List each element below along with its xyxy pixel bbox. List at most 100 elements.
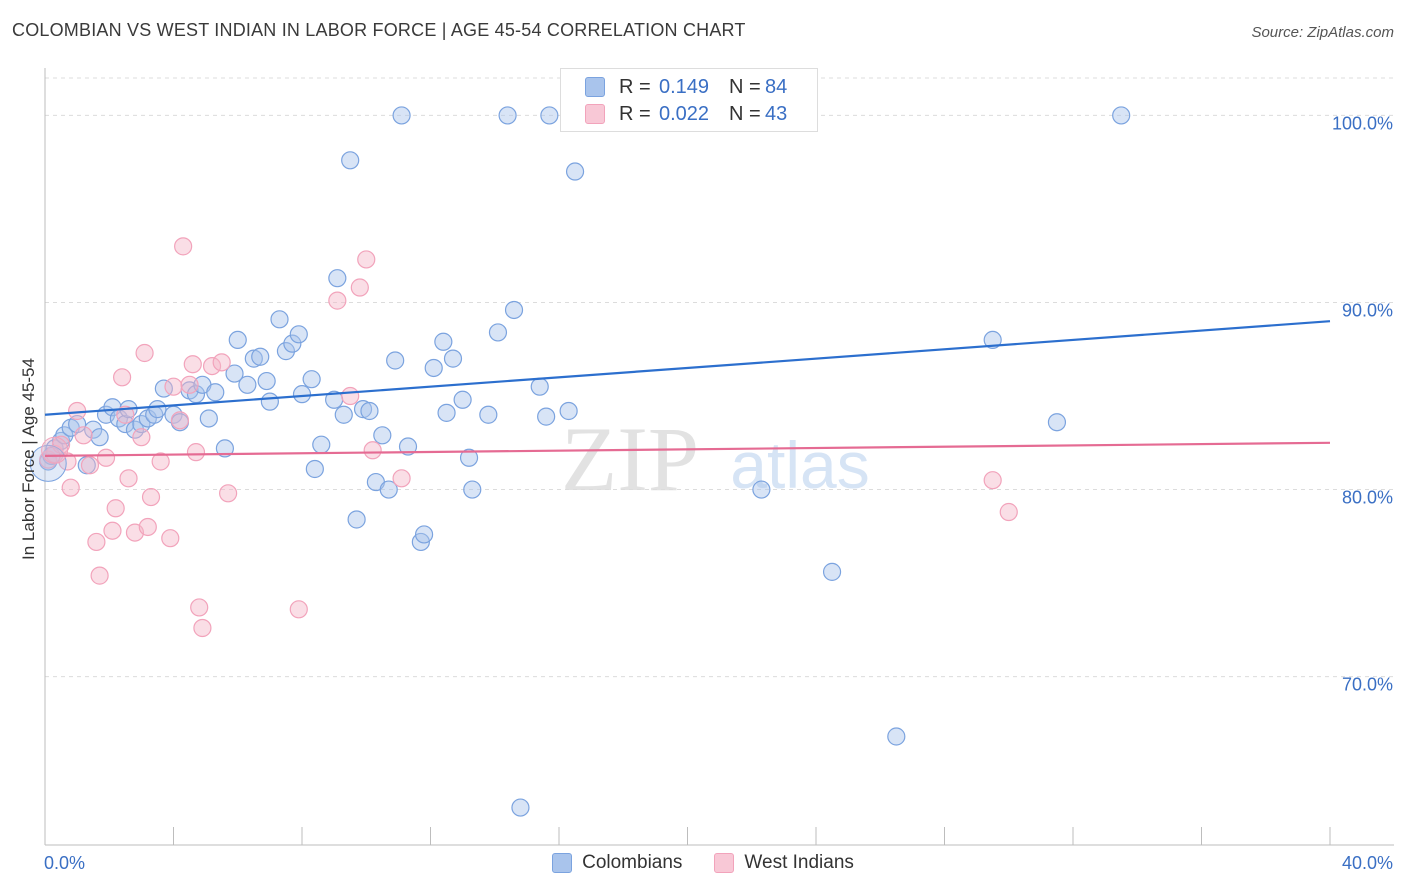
point-colombians [540, 106, 559, 125]
point-colombians [453, 390, 472, 409]
point-colombians [360, 401, 379, 421]
point-colombians [90, 428, 109, 447]
legend-n-label: N = [729, 102, 761, 125]
point-colombians [206, 383, 225, 402]
point-colombians [199, 409, 218, 428]
legend-r-label: R = [619, 75, 651, 98]
legend-row-west-indians: R = 0.022 N = 43 [585, 100, 787, 128]
point-west-indians [170, 411, 190, 430]
point-colombians [225, 364, 244, 383]
legend-swatch-west-indians [714, 853, 735, 873]
point-west-indians [74, 426, 93, 445]
point-colombians [29, 444, 67, 482]
point-west-indians [350, 278, 369, 297]
point-colombians [1047, 413, 1067, 432]
point-west-indians [96, 448, 116, 467]
point-west-indians [328, 291, 347, 310]
point-west-indians [190, 598, 209, 617]
point-west-indians [202, 356, 222, 376]
legend-n-value: 84 [765, 75, 788, 98]
point-colombians [983, 330, 1002, 350]
point-colombians [498, 106, 517, 125]
point-west-indians [119, 469, 138, 488]
point-west-indians [80, 456, 100, 475]
point-colombians [302, 370, 321, 389]
watermark-atlas: atlas [730, 428, 869, 502]
point-colombians [488, 323, 508, 342]
point-colombians [270, 310, 289, 329]
legend-r-value: 0.149 [659, 75, 710, 98]
point-west-indians [164, 377, 183, 396]
point-west-indians [999, 502, 1018, 522]
trend-lines [44, 320, 1331, 457]
legend-item-west-indians[interactable]: West Indians [714, 852, 854, 874]
source-label: Source: ZipAtlas.com [1251, 24, 1394, 41]
point-west-indians [51, 435, 71, 454]
point-colombians [283, 334, 302, 353]
point-west-indians [212, 353, 231, 372]
point-colombians [887, 727, 906, 746]
point-colombians [373, 426, 392, 445]
legend-n-value: 43 [765, 102, 788, 125]
point-colombians [328, 269, 347, 288]
point-west-indians [112, 368, 132, 387]
y-tick-label: 100.0% [1332, 113, 1393, 133]
legend-label-colombians: Colombians [582, 852, 683, 873]
tick-labels: 70.0% 80.0% 90.0% 100.0% 0.0% 40.0% [44, 113, 1393, 873]
point-colombians [305, 459, 324, 479]
point-west-indians [183, 355, 202, 374]
point-west-indians [161, 529, 180, 548]
point-colombians [511, 798, 530, 817]
point-colombians [822, 562, 842, 581]
trend-line-colombians [44, 320, 1331, 416]
point-colombians [68, 414, 87, 434]
point-colombians [459, 448, 479, 467]
watermark-zip: ZIP [561, 408, 699, 510]
point-colombians [443, 349, 463, 368]
point-colombians [424, 358, 443, 378]
legend-swatch-west-indians [585, 104, 605, 124]
point-colombians [84, 420, 103, 439]
point-colombians [341, 151, 360, 170]
point-colombians [347, 510, 366, 529]
point-colombians [260, 392, 279, 411]
point-west-indians [106, 499, 125, 518]
point-colombians [537, 407, 556, 426]
point-colombians [238, 375, 257, 394]
point-colombians [116, 414, 135, 434]
point-west-indians [135, 343, 154, 363]
point-colombians [414, 525, 434, 544]
point-colombians [463, 480, 482, 499]
point-west-indians [61, 478, 80, 497]
point-west-indians [174, 237, 193, 256]
point-colombians [251, 347, 270, 366]
point-colombians [398, 437, 418, 456]
point-colombians [353, 400, 373, 419]
point-colombians [559, 401, 578, 421]
legend-row-colombians: R = 0.149 N = 84 [585, 73, 787, 101]
y-tick-label: 90.0% [1342, 300, 1393, 320]
point-colombians [565, 162, 585, 181]
point-west-indians [392, 469, 411, 488]
point-west-indians [87, 532, 106, 552]
point-west-indians [341, 386, 360, 406]
point-colombians [479, 405, 498, 424]
point-colombians [752, 480, 771, 499]
point-colombians [386, 351, 405, 370]
legend-r-value: 0.022 [659, 102, 710, 125]
point-west-indians [132, 428, 151, 447]
point-west-indians [151, 452, 170, 471]
point-west-indians [289, 600, 308, 619]
point-colombians [379, 480, 398, 499]
point-west-indians [363, 441, 382, 460]
point-west-indians [186, 443, 206, 462]
y-tick-label: 80.0% [1342, 488, 1393, 508]
point-west-indians [180, 375, 199, 394]
point-colombians [244, 349, 263, 368]
point-colombians [1112, 106, 1131, 125]
x-tick-label: 0.0% [44, 853, 85, 873]
point-west-indians [193, 618, 212, 638]
axes [44, 68, 1394, 846]
legend-item-colombians[interactable]: Colombians [552, 852, 682, 874]
